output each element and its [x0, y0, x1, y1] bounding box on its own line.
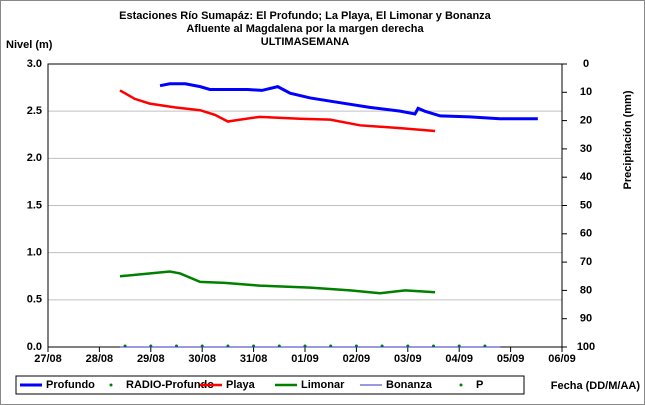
- y-tick-label: 0.5: [27, 294, 42, 306]
- y-tick-label: 2.0: [27, 152, 42, 164]
- y2-tick-label: 10: [580, 86, 592, 98]
- chart-subtitle: Afluente al Magdalena por la margen dere…: [186, 23, 424, 35]
- y2-tick-label: 40: [580, 171, 592, 183]
- legend-label: RADIO-Profundo: [126, 379, 214, 391]
- y2-tick-label: 60: [580, 228, 592, 240]
- y2-tick-label: 100: [577, 341, 595, 353]
- x-tick-label: 27/08: [34, 353, 62, 365]
- y2-axis-label: Precipitación (mm): [622, 90, 634, 189]
- chart-title: Estaciones Río Sumapáz: El Profundo; La …: [119, 10, 492, 22]
- x-tick-label: 04/09: [445, 353, 473, 365]
- y-tick-label: 0.0: [27, 341, 42, 353]
- legend-swatch: [109, 383, 113, 387]
- x-tick-label: 28/08: [86, 353, 114, 365]
- x-tick-label: 29/08: [137, 353, 165, 365]
- y-axis-label: Nivel (m): [6, 39, 53, 51]
- y2-tick-label: 0: [583, 58, 589, 70]
- y2-tick-label: 30: [580, 143, 592, 155]
- y2-tick-label: 70: [580, 256, 592, 268]
- legend-swatch: [459, 383, 463, 387]
- x-axis-label: Fecha (DD/M/AA): [551, 380, 641, 392]
- y-tick-label: 1.0: [27, 247, 42, 259]
- chart-subtitle: ULTIMASEMANA: [261, 36, 349, 48]
- x-tick-label: 05/09: [497, 353, 525, 365]
- x-tick-label: 06/09: [548, 353, 576, 365]
- x-tick-label: 31/08: [240, 353, 268, 365]
- y2-tick-label: 80: [580, 284, 592, 296]
- y2-tick-label: 20: [580, 115, 592, 127]
- y-tick-label: 1.5: [27, 199, 42, 211]
- y2-tick-label: 90: [580, 313, 592, 325]
- y2-tick-label: 50: [580, 199, 592, 211]
- x-tick-label: 01/09: [291, 353, 319, 365]
- legend-label: P: [476, 379, 483, 391]
- series-line: [119, 270, 436, 295]
- series-line: [119, 89, 436, 133]
- y-tick-label: 3.0: [27, 58, 42, 70]
- legend-label: Limonar: [301, 379, 345, 391]
- x-tick-label: 03/09: [394, 353, 422, 365]
- x-tick-label: 02/09: [343, 353, 371, 365]
- y-tick-label: 2.5: [27, 105, 42, 117]
- legend-label: Profundo: [46, 379, 95, 391]
- x-tick-label: 30/08: [188, 353, 216, 365]
- legend: [15, 375, 525, 395]
- series-line: [159, 82, 538, 121]
- legend-label: Playa: [226, 379, 256, 391]
- legend-label: Bonanza: [386, 379, 433, 391]
